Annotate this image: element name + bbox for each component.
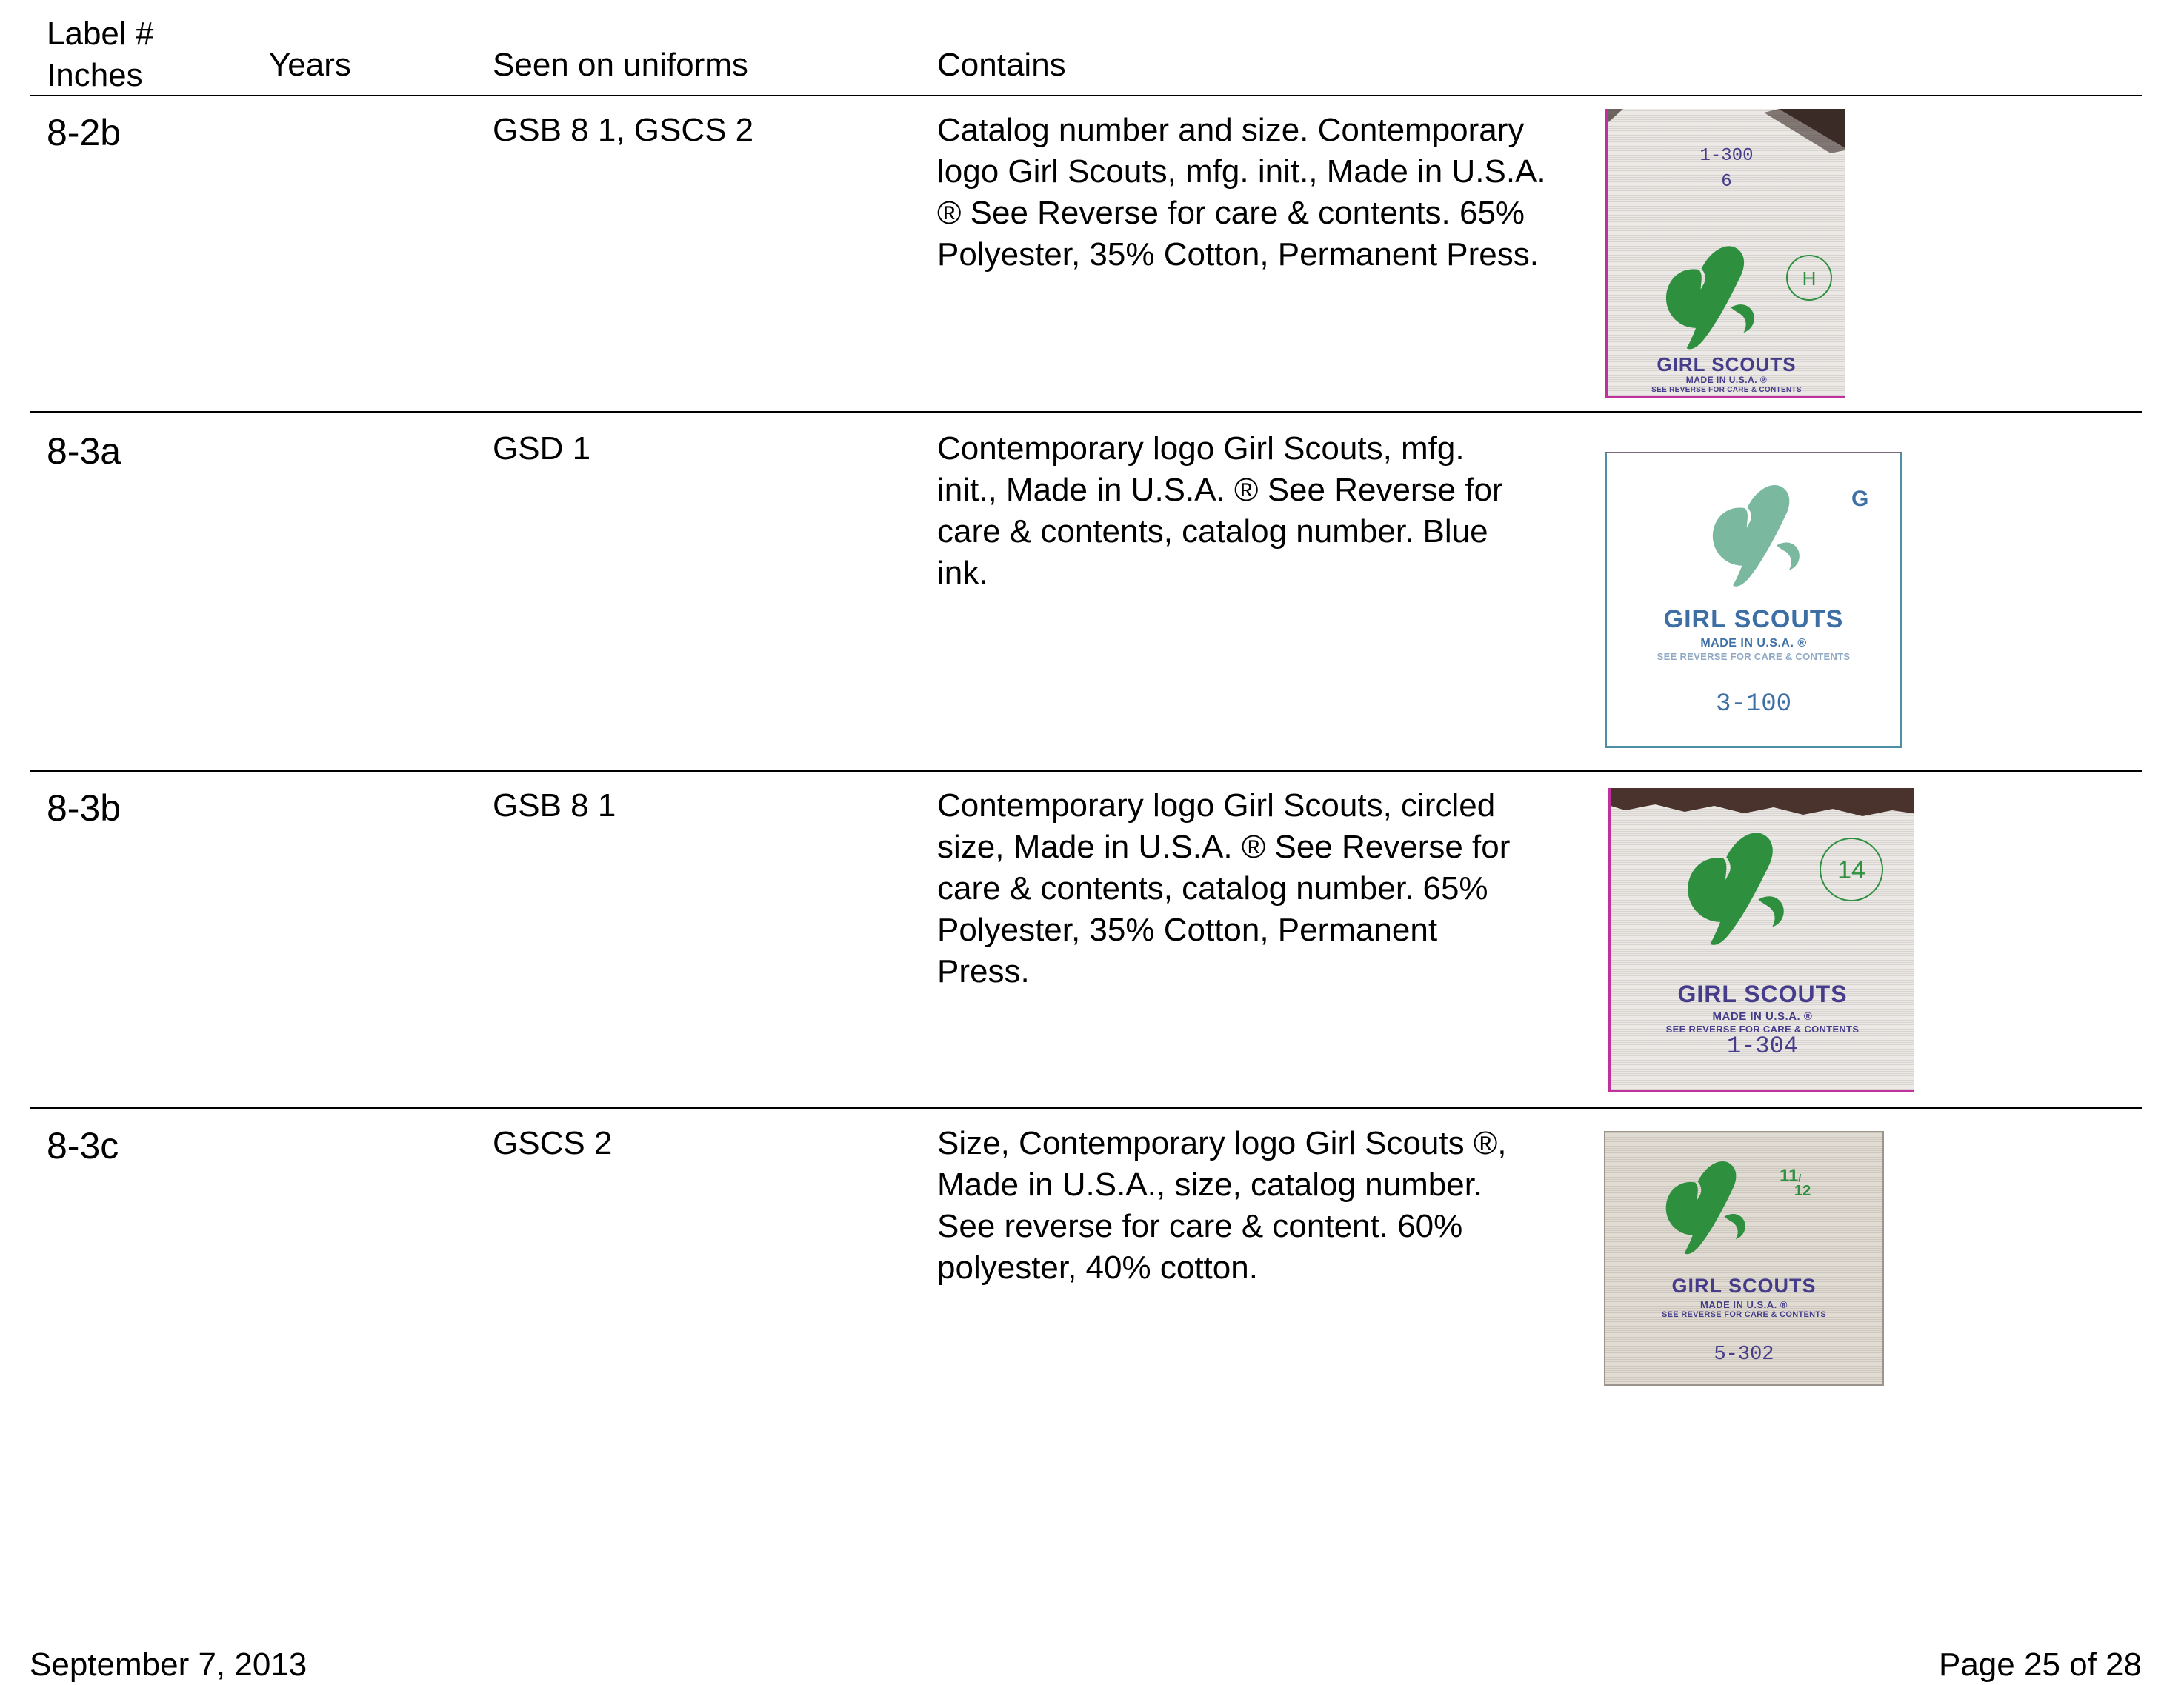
svg-text:H: H [1802,267,1817,290]
svg-text:14: 14 [1837,856,1865,884]
